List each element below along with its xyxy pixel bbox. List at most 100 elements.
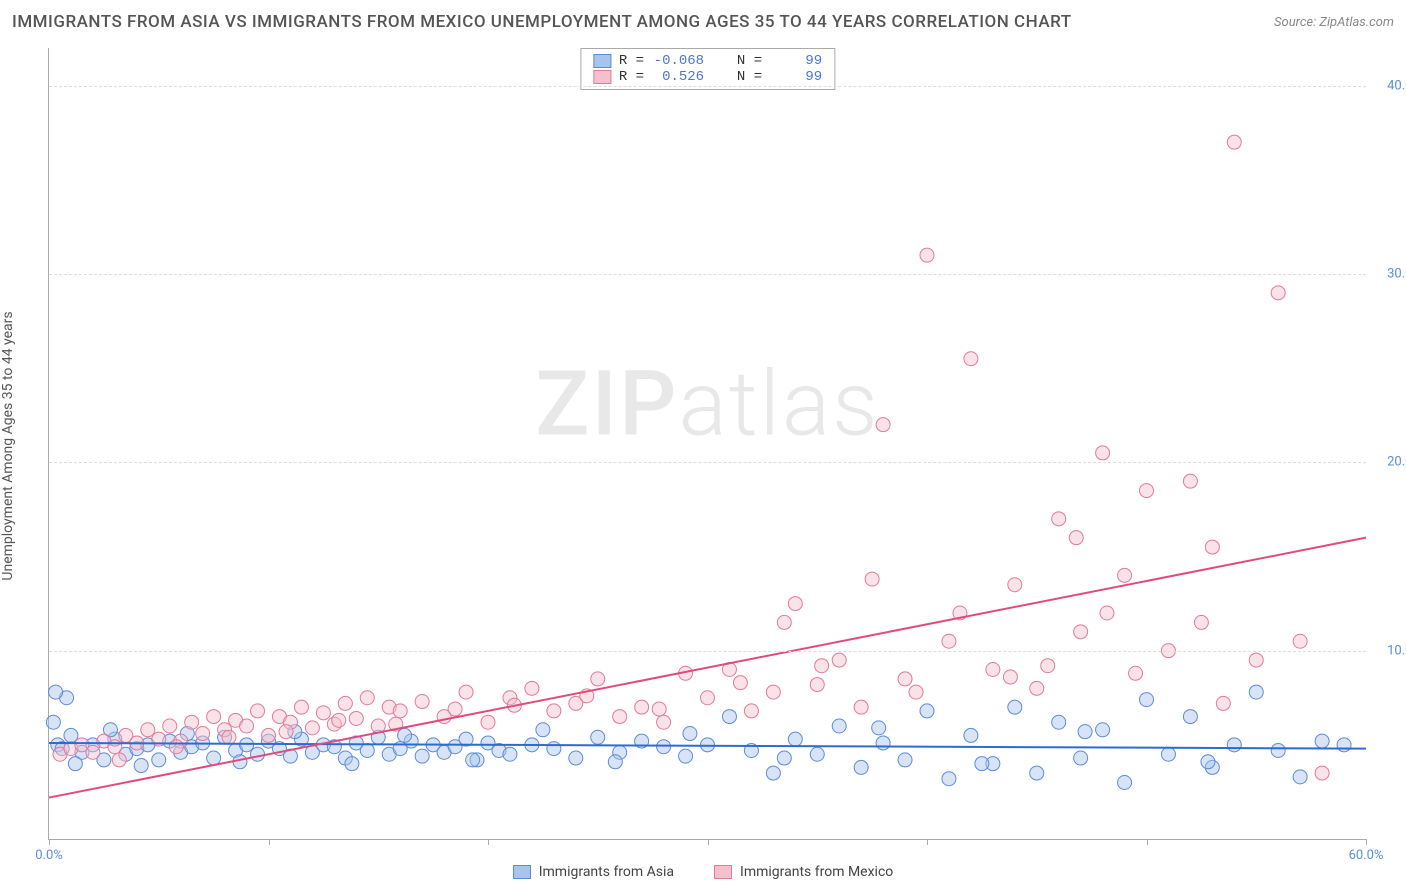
data-point (1140, 693, 1154, 707)
data-point (1315, 766, 1329, 780)
data-point (1201, 755, 1215, 769)
data-point (134, 759, 148, 773)
y-tick-label: 10.0% (1387, 643, 1406, 658)
data-point (1041, 659, 1055, 673)
data-point (112, 753, 126, 767)
data-point (1100, 606, 1114, 620)
data-point (262, 728, 276, 742)
data-point (652, 702, 666, 716)
data-point (1315, 734, 1329, 748)
stat-n-label: N = (737, 69, 762, 85)
data-point (683, 727, 697, 741)
data-point (810, 678, 824, 692)
data-point (1337, 738, 1351, 752)
data-point (1194, 615, 1208, 629)
data-point (481, 715, 495, 729)
x-tick (708, 839, 709, 845)
data-point (1003, 670, 1017, 684)
data-point (1140, 484, 1154, 498)
x-tick (488, 839, 489, 845)
data-point (733, 676, 747, 690)
data-point (86, 745, 100, 759)
data-point (251, 747, 265, 761)
gridline (49, 274, 1366, 275)
data-point (393, 704, 407, 718)
data-point (1008, 578, 1022, 592)
data-point (279, 725, 293, 739)
data-point (536, 723, 550, 737)
data-point (815, 659, 829, 673)
data-point (854, 760, 868, 774)
data-point (975, 757, 989, 771)
data-point (222, 730, 236, 744)
data-point (207, 751, 221, 765)
data-point (1129, 666, 1143, 680)
data-point (942, 772, 956, 786)
data-point (1074, 751, 1088, 765)
data-point (108, 740, 122, 754)
data-point (1271, 286, 1285, 300)
legend-label: Immigrants from Mexico (740, 864, 893, 880)
x-tick (1147, 839, 1148, 845)
data-point (920, 704, 934, 718)
data-point (1030, 766, 1044, 780)
x-tick-label: 60.0% (1349, 848, 1384, 863)
data-point (722, 710, 736, 724)
stats-row: R =0.526 N =99 (593, 69, 822, 85)
data-point (608, 755, 622, 769)
stat-r-label: R = (619, 69, 644, 85)
legend-swatch (593, 54, 611, 68)
data-point (591, 730, 605, 744)
data-point (1205, 540, 1219, 554)
data-point (547, 742, 561, 756)
data-point (898, 672, 912, 686)
data-point (788, 732, 802, 746)
data-point (744, 704, 758, 718)
data-point (1249, 653, 1263, 667)
y-tick-label: 40.0% (1387, 78, 1406, 93)
legend-swatch (513, 865, 531, 879)
bottom-legend: Immigrants from Asia Immigrants from Mexi… (0, 864, 1406, 880)
data-point (1096, 723, 1110, 737)
data-point (854, 700, 868, 714)
chart-title: IMMIGRANTS FROM ASIA VS IMMIGRANTS FROM … (12, 12, 1072, 32)
data-point (766, 766, 780, 780)
data-point (865, 572, 879, 586)
data-point (1096, 446, 1110, 460)
data-point (832, 653, 846, 667)
chart-source: Source: ZipAtlas.com (1274, 15, 1394, 30)
x-tick (927, 839, 928, 845)
stat-r-value: -0.068 (652, 53, 704, 69)
data-point (1293, 770, 1307, 784)
data-point (459, 685, 473, 699)
data-point (196, 727, 210, 741)
plot-area: ZIPatlas R =-0.068 N =99R =0.526 N =99 1… (48, 48, 1366, 840)
data-point (898, 753, 912, 767)
data-point (777, 751, 791, 765)
legend-item: Immigrants from Mexico (714, 864, 893, 880)
data-point (832, 719, 846, 733)
data-point (635, 700, 649, 714)
data-point (1249, 685, 1263, 699)
data-point (1008, 700, 1022, 714)
data-point (64, 728, 78, 742)
data-point (964, 352, 978, 366)
data-point (240, 738, 254, 752)
data-point (1183, 474, 1197, 488)
data-point (349, 711, 363, 725)
data-point (1052, 512, 1066, 526)
data-point (294, 700, 308, 714)
stat-r-value: 0.526 (652, 69, 704, 85)
legend-item: Immigrants from Asia (513, 864, 674, 880)
data-point (251, 704, 265, 718)
legend-label: Immigrants from Asia (539, 864, 674, 880)
data-point (788, 597, 802, 611)
data-point (876, 736, 890, 750)
data-point (360, 743, 374, 757)
y-tick-label: 30.0% (1387, 267, 1406, 282)
data-point (525, 681, 539, 695)
data-point (415, 695, 429, 709)
gridline (49, 86, 1366, 87)
x-tick (49, 839, 50, 845)
data-point (701, 691, 715, 705)
